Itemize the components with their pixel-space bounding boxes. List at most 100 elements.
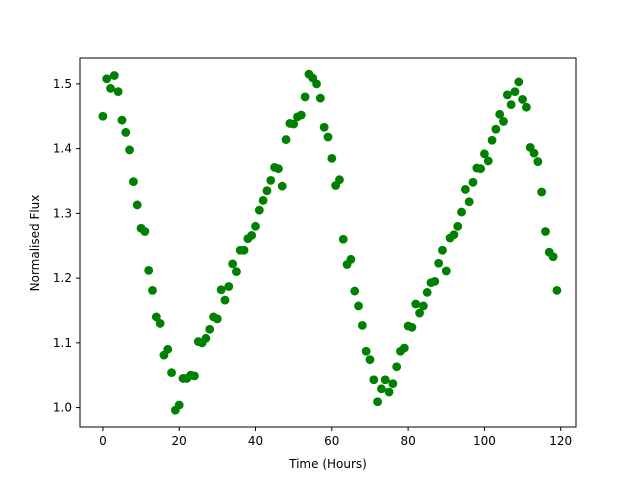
data-point <box>369 375 379 385</box>
data-point <box>174 400 184 410</box>
data-point <box>430 276 440 286</box>
data-point <box>407 322 417 332</box>
y-tick-label: 1.5 <box>53 77 72 91</box>
data-point <box>251 221 260 231</box>
data-point <box>514 77 524 87</box>
data-point <box>319 122 329 132</box>
data-point <box>220 295 230 305</box>
data-point <box>228 259 238 269</box>
x-tick-label: 80 <box>400 434 415 448</box>
data-point <box>499 117 508 126</box>
data-point <box>373 397 382 407</box>
data-point <box>415 308 424 318</box>
data-point <box>468 177 478 187</box>
y-tick-label: 1.1 <box>53 336 72 350</box>
data-point <box>354 301 363 311</box>
data-point <box>335 175 344 185</box>
data-point <box>365 355 375 365</box>
data-point <box>254 205 264 215</box>
data-point <box>212 314 222 324</box>
data-point <box>315 93 325 103</box>
data-point <box>102 74 112 84</box>
data-point <box>522 102 531 112</box>
data-point <box>464 197 474 207</box>
data-point <box>388 379 398 389</box>
data-point <box>117 115 127 125</box>
x-tick-label: 120 <box>549 434 572 448</box>
data-point <box>449 230 459 240</box>
x-tick-label: 40 <box>248 434 263 448</box>
y-axis-ticks: 1.0 1.1 1.2 1.3 1.4 1.5 <box>53 77 80 415</box>
data-point <box>541 227 550 236</box>
data-point <box>453 221 463 231</box>
data-point <box>323 132 333 142</box>
data-point <box>98 111 108 121</box>
data-point <box>151 312 161 322</box>
data-point <box>277 181 287 191</box>
data-point <box>201 333 211 343</box>
data-point <box>109 71 119 80</box>
data-point <box>144 265 154 275</box>
data-point <box>350 286 360 296</box>
data-point <box>495 109 505 119</box>
data-point <box>274 164 283 174</box>
y-tick-label: 1.4 <box>53 142 72 156</box>
x-tick-label: 20 <box>172 434 187 448</box>
data-point <box>224 282 234 291</box>
data-point <box>380 375 390 385</box>
plot-frame <box>79 57 577 428</box>
x-tick-label: 60 <box>324 434 339 448</box>
data-point <box>476 164 486 174</box>
data-point <box>480 149 489 159</box>
data-point <box>441 266 451 276</box>
data-point <box>399 343 409 353</box>
x-tick-label: 0 <box>99 434 107 448</box>
data-point <box>239 245 249 255</box>
data-points <box>98 69 562 415</box>
data-point <box>438 245 447 255</box>
x-axis-label: Time (Hours) <box>288 457 367 471</box>
data-point <box>205 324 215 334</box>
data-point <box>483 156 493 166</box>
x-tick-label: 100 <box>473 434 496 448</box>
data-point <box>167 368 176 378</box>
data-point <box>163 344 173 354</box>
data-point <box>125 145 134 155</box>
data-point <box>491 124 501 134</box>
data-point <box>392 362 402 372</box>
data-point <box>113 87 123 97</box>
data-point <box>106 84 115 93</box>
data-point <box>266 175 276 185</box>
data-point <box>460 185 470 194</box>
data-point <box>384 387 394 397</box>
data-point <box>296 110 306 120</box>
y-axis-label: Normalised Flux <box>28 195 42 292</box>
data-point <box>232 267 241 277</box>
data-point <box>247 230 257 240</box>
data-point <box>533 157 543 166</box>
y-tick-label: 1.0 <box>53 401 72 415</box>
data-point <box>552 286 562 295</box>
data-point <box>537 187 547 197</box>
data-point <box>300 92 310 102</box>
data-point <box>502 90 512 100</box>
data-point <box>312 79 321 89</box>
data-point <box>377 384 386 394</box>
data-point <box>518 95 527 104</box>
data-point <box>422 287 432 297</box>
data-point <box>346 254 356 264</box>
data-point <box>289 119 299 129</box>
data-point <box>361 346 371 356</box>
data-point <box>506 100 516 110</box>
data-point <box>258 196 268 205</box>
data-point <box>281 135 291 144</box>
data-point <box>418 301 428 311</box>
data-point <box>487 135 497 145</box>
data-point <box>457 207 466 217</box>
y-tick-label: 1.2 <box>53 271 72 285</box>
x-axis-ticks: 0 20 40 60 80 100 120 <box>99 427 572 448</box>
data-point <box>190 371 199 381</box>
data-point <box>132 200 142 210</box>
